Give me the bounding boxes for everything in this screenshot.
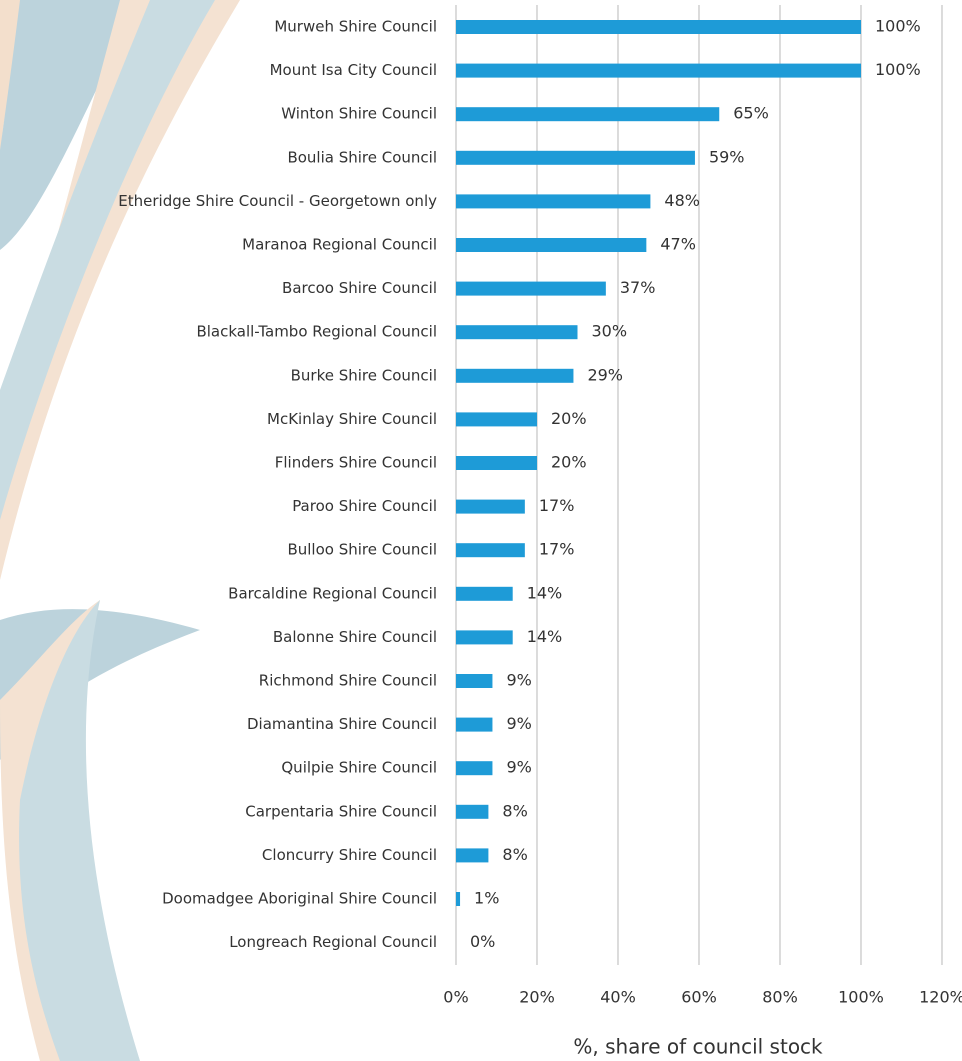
x-tick-label: 100% [838,988,884,1007]
y-tick-label: Longreach Regional Council [229,933,437,951]
bar [456,717,493,732]
bar [456,761,493,776]
y-tick-label: Maranoa Regional Council [242,236,437,254]
data-label: 9% [506,758,531,777]
data-label: 48% [664,191,700,210]
x-tick-label: 20% [519,988,555,1007]
bar [456,848,489,863]
bar [456,20,861,34]
bar [456,368,574,383]
y-tick-label: Mount Isa City Council [270,61,437,79]
y-tick-label: Carpentaria Shire Council [245,802,437,820]
x-tick-label: 120% [919,988,962,1007]
data-label: 20% [551,409,587,428]
data-label: 29% [587,365,623,384]
data-label: 9% [506,714,531,733]
data-label: 37% [620,278,656,297]
y-tick-label: Balonne Shire Council [273,628,437,646]
bar [456,107,720,122]
y-tick-label: Burke Shire Council [291,366,437,384]
bar [456,630,513,645]
y-tick-label: Barcoo Shire Council [282,279,437,297]
x-tick-label: 0% [443,988,468,1007]
y-tick-label: Cloncurry Shire Council [262,846,437,864]
data-label: 14% [527,627,563,646]
data-label: 100% [875,17,921,36]
y-tick-label: Richmond Shire Council [259,672,437,690]
y-tick-label: Winton Shire Council [281,105,437,123]
x-tick-label: 80% [762,988,798,1007]
bar [456,586,513,601]
data-label: 30% [592,322,628,341]
data-label: 8% [502,801,527,820]
data-label: 8% [502,845,527,864]
bar [456,194,651,209]
y-tick-label: Boulia Shire Council [287,148,437,166]
y-tick-label: Bulloo Shire Council [287,541,437,559]
data-label: 9% [506,671,531,690]
background-decoration [0,0,240,1061]
y-tick-label: Quilpie Shire Council [281,759,437,777]
data-label: 1% [474,889,499,908]
bar [456,543,525,558]
bar [456,892,461,906]
bar [456,456,537,470]
x-tick-label: 40% [600,988,636,1007]
bar [456,499,525,514]
bar [456,63,861,78]
y-tick-label: Murweh Shire Council [274,18,437,36]
y-tick-label: Blackall-Tambo Regional Council [196,323,437,341]
data-label: 17% [539,496,575,515]
data-label: 20% [551,453,587,472]
bar [456,412,537,427]
data-label: 14% [527,583,563,602]
y-tick-label: Flinders Shire Council [275,454,437,472]
data-label: 47% [660,235,696,254]
y-tick-label: Doomadgee Aboriginal Shire Council [162,890,437,908]
x-tick-label: 60% [681,988,717,1007]
bar [456,674,493,688]
bar [456,238,647,252]
data-label: 17% [539,540,575,559]
decor-blue [19,600,140,1061]
bar [456,150,695,165]
y-tick-label: Diamantina Shire Council [247,715,437,733]
data-label: 100% [875,60,921,79]
data-label: 0% [470,932,495,951]
y-tick-label: Barcaldine Regional Council [228,584,437,602]
y-tick-label: McKinlay Shire Council [267,410,437,428]
data-label: 65% [733,104,769,123]
bar [456,281,606,296]
bar [456,804,489,819]
x-axis-title: %, share of council stock [573,1035,823,1059]
data-label: 59% [709,147,745,166]
bar [456,325,578,340]
y-tick-label: Paroo Shire Council [292,497,437,515]
y-tick-label: Etheridge Shire Council - Georgetown onl… [118,192,437,210]
